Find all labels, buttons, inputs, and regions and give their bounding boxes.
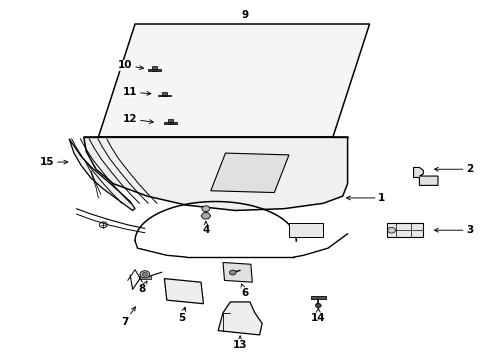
Circle shape (143, 273, 147, 276)
Polygon shape (84, 137, 347, 211)
Circle shape (388, 227, 395, 233)
Polygon shape (152, 66, 157, 71)
Circle shape (202, 206, 210, 212)
Circle shape (229, 270, 236, 275)
Text: 12: 12 (123, 114, 153, 124)
Circle shape (140, 271, 150, 278)
Text: 7: 7 (122, 307, 135, 327)
Polygon shape (98, 24, 369, 137)
Circle shape (316, 303, 321, 308)
Text: 2: 2 (435, 164, 473, 174)
Text: 11: 11 (123, 87, 151, 97)
Polygon shape (289, 223, 323, 237)
Text: 3: 3 (435, 225, 473, 235)
Polygon shape (414, 167, 438, 185)
Polygon shape (387, 223, 423, 237)
Text: 10: 10 (118, 60, 144, 70)
Polygon shape (218, 302, 262, 335)
Polygon shape (164, 122, 177, 124)
Polygon shape (201, 213, 211, 219)
Text: 9: 9 (242, 10, 248, 20)
Polygon shape (164, 279, 203, 304)
Polygon shape (69, 139, 135, 211)
Polygon shape (223, 262, 252, 282)
Polygon shape (148, 69, 161, 71)
Polygon shape (168, 120, 173, 124)
Polygon shape (211, 153, 289, 193)
Text: 15: 15 (40, 157, 68, 167)
Polygon shape (139, 276, 151, 279)
Text: 13: 13 (233, 336, 247, 350)
Polygon shape (158, 95, 171, 96)
Text: 8: 8 (139, 281, 147, 294)
Text: 1: 1 (346, 193, 386, 203)
Text: 4: 4 (202, 221, 210, 235)
Text: 14: 14 (311, 308, 325, 323)
Text: 6: 6 (241, 284, 248, 298)
Polygon shape (311, 296, 326, 299)
Polygon shape (162, 92, 167, 96)
Text: 5: 5 (178, 307, 186, 323)
